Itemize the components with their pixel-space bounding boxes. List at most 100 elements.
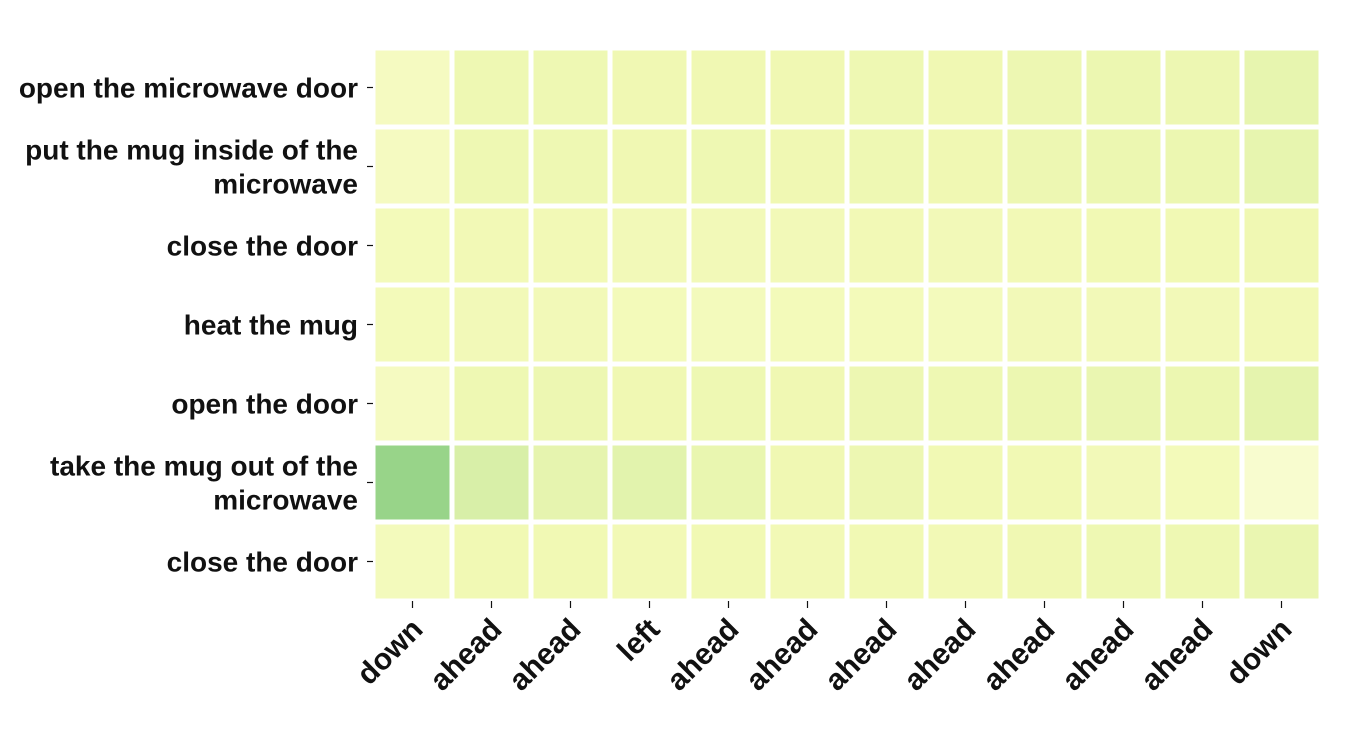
- heatmap-cell: [1007, 524, 1082, 599]
- y-tick-label: take the mug out of the microwave: [50, 451, 358, 516]
- heatmap-cell: [1086, 445, 1161, 520]
- heatmap-cell: [375, 524, 450, 599]
- heatmap-cell: [454, 524, 529, 599]
- heatmap-cell: [928, 366, 1003, 441]
- heatmap-cell: [1244, 524, 1319, 599]
- heatmap-cell: [849, 208, 924, 283]
- heatmap-cell: [928, 524, 1003, 599]
- heatmap-cell: [691, 208, 766, 283]
- heatmap-cell: [533, 524, 608, 599]
- y-tick-label-line: microwave: [213, 169, 358, 200]
- heatmap-cell: [1086, 208, 1161, 283]
- heatmap-cell: [533, 287, 608, 362]
- heatmap-cell: [1007, 50, 1082, 125]
- heatmap-cell: [375, 208, 450, 283]
- heatmap-cell: [770, 366, 845, 441]
- heatmap-cell: [770, 287, 845, 362]
- heatmap-cell: [770, 208, 845, 283]
- heatmap-cell: [1244, 50, 1319, 125]
- heatmap-cell: [849, 287, 924, 362]
- heatmap-cell: [533, 366, 608, 441]
- heatmap-cell: [1244, 366, 1319, 441]
- heatmap-cell: [691, 366, 766, 441]
- heatmap-cell: [928, 50, 1003, 125]
- y-tick-label: close the door: [167, 231, 358, 262]
- x-tick-label: ahead: [1135, 613, 1220, 698]
- heatmap-cell: [1165, 129, 1240, 204]
- heatmap-cell: [1165, 445, 1240, 520]
- y-tick-label: open the microwave door: [19, 73, 358, 104]
- x-tick-label: ahead: [898, 613, 983, 698]
- heatmap-cell: [612, 524, 687, 599]
- heatmap-cell: [691, 287, 766, 362]
- heatmap-cell: [612, 445, 687, 520]
- heatmap-cell: [1007, 208, 1082, 283]
- heatmap-cell: [1086, 524, 1161, 599]
- heatmap-cell: [612, 287, 687, 362]
- heatmap-cell: [1007, 366, 1082, 441]
- heatmap-cell: [533, 208, 608, 283]
- y-tick-label-line: put the mug inside of the: [25, 135, 358, 166]
- heatmap-cell: [454, 50, 529, 125]
- heatmap-cell: [691, 445, 766, 520]
- x-tick-label: ahead: [1056, 613, 1141, 698]
- heatmap-cell: [454, 287, 529, 362]
- heatmap-cell: [533, 50, 608, 125]
- heatmap-cell: [849, 366, 924, 441]
- heatmap-cell: [454, 445, 529, 520]
- heatmap-cell: [928, 208, 1003, 283]
- heatmap-cell: [928, 445, 1003, 520]
- heatmap-cell: [454, 208, 529, 283]
- heatmap-cell: [1086, 366, 1161, 441]
- heatmap-cell: [770, 445, 845, 520]
- x-tick-label: ahead: [424, 613, 509, 698]
- y-tick-label: open the door: [171, 389, 358, 420]
- x-tick-label: down: [1220, 613, 1299, 692]
- heatmap-cell: [612, 129, 687, 204]
- heatmap-cell: [533, 129, 608, 204]
- heatmap-cell: [1165, 366, 1240, 441]
- heatmap-cell: [849, 524, 924, 599]
- heatmap-cell: [1086, 50, 1161, 125]
- heatmap-cell: [770, 129, 845, 204]
- heatmap-cell: [1007, 129, 1082, 204]
- x-tick-label: ahead: [661, 613, 746, 698]
- heatmap-cell: [375, 50, 450, 125]
- heatmap-cell: [375, 287, 450, 362]
- y-tick-label-line: microwave: [213, 485, 358, 516]
- heatmap-cell: [849, 129, 924, 204]
- x-tick-label: left: [611, 613, 666, 668]
- y-tick-label: heat the mug: [184, 310, 358, 341]
- heatmap-cell: [1244, 287, 1319, 362]
- heatmap-cell: [1086, 287, 1161, 362]
- heatmap-cell: [1165, 50, 1240, 125]
- heatmap-cell: [612, 208, 687, 283]
- x-tick-label: ahead: [503, 613, 588, 698]
- heatmap-cell: [375, 445, 450, 520]
- y-tick-label-line: open the microwave door: [19, 73, 358, 104]
- heatmap-cell: [691, 524, 766, 599]
- heatmap-cell: [1007, 287, 1082, 362]
- heatmap-cell: [375, 129, 450, 204]
- heatmap-cell: [770, 50, 845, 125]
- heatmap-cell: [1165, 524, 1240, 599]
- heatmap-cell: [1244, 445, 1319, 520]
- y-tick-label-line: heat the mug: [184, 310, 358, 341]
- heatmap-cell: [533, 445, 608, 520]
- heatmap-cell: [1007, 445, 1082, 520]
- x-tick-label: down: [351, 613, 430, 692]
- heatmap-cell: [454, 366, 529, 441]
- heatmap-cell: [928, 129, 1003, 204]
- heatmap-cell: [1086, 129, 1161, 204]
- heatmap-cell: [612, 50, 687, 125]
- heatmap-cell: [454, 129, 529, 204]
- heatmap-cell: [928, 287, 1003, 362]
- y-tick-label-line: open the door: [171, 389, 358, 420]
- x-tick-label: ahead: [819, 613, 904, 698]
- heatmap-cell: [1165, 208, 1240, 283]
- heatmap-cell: [691, 50, 766, 125]
- y-tick-label: close the door: [167, 547, 358, 578]
- x-tick-label: ahead: [740, 613, 825, 698]
- y-tick-label-line: close the door: [167, 231, 358, 262]
